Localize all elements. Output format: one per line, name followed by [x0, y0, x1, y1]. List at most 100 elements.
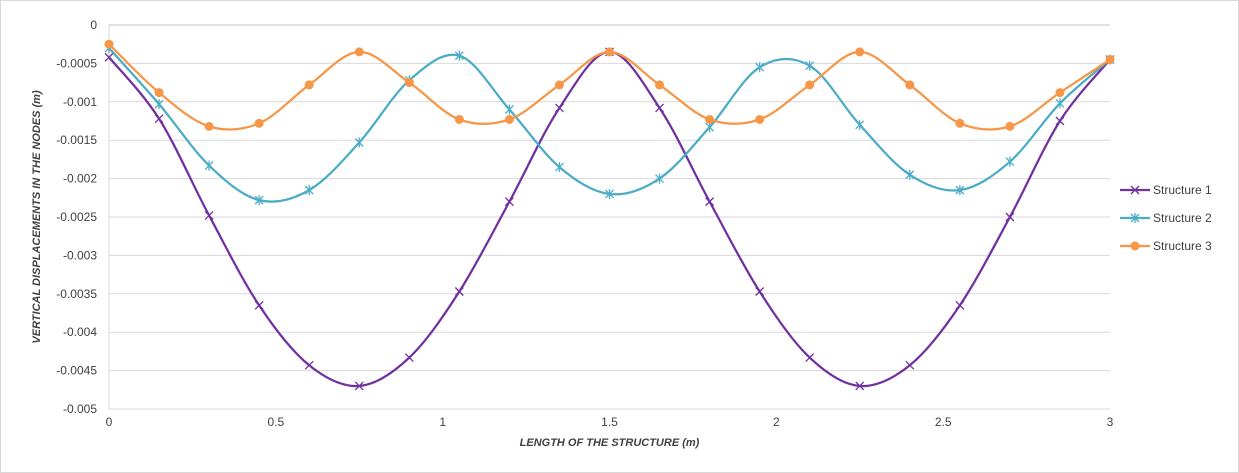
data-point-stroke: [905, 360, 915, 370]
x-tick-labels: 0 0.5 1 1.5 2 2.5 3: [106, 415, 1114, 429]
y-tick-label: -0.001: [63, 95, 97, 109]
data-point: [154, 88, 164, 98]
series-line: [108, 43, 1111, 131]
data-point: [1005, 156, 1015, 167]
data-point: [404, 78, 414, 88]
data-point: [204, 160, 214, 171]
data-point: [605, 47, 614, 57]
data-point: [955, 300, 965, 310]
data-point-stroke: [204, 211, 214, 220]
data-point: [404, 353, 414, 363]
data-point: [605, 188, 614, 199]
data-point: [104, 39, 114, 49]
data-point: [955, 118, 965, 128]
x-tick-label: 0.5: [267, 415, 284, 429]
data-point: [354, 137, 364, 148]
x-tick-label: 2: [773, 415, 780, 429]
y-tick-label: -0.005: [63, 402, 97, 416]
data-point: [655, 173, 665, 184]
x-tick-label: 3: [1107, 415, 1114, 429]
legend-label: Structure 3: [1153, 239, 1212, 253]
data-point: [204, 121, 214, 131]
data-point: [1130, 241, 1140, 251]
data-point: [554, 103, 564, 113]
y-tick-label: 0: [90, 18, 97, 32]
data-point: [955, 185, 965, 196]
data-point-stroke: [1055, 116, 1065, 126]
y-tick-labels: 0 -0.0005 -0.001 -0.0015 -0.002 -0.0025 -0.003…: [56, 18, 97, 416]
x-tick-label: 2.5: [935, 415, 952, 429]
data-point: [755, 62, 765, 73]
data-point: [254, 300, 264, 310]
data-point-stroke: [504, 197, 514, 207]
data-point: [805, 80, 815, 90]
data-point: [855, 381, 865, 391]
legend-label: Structure 1: [1153, 183, 1212, 197]
data-point-stroke: [154, 114, 164, 124]
data-point-stroke: [805, 353, 815, 363]
data-point: [304, 360, 314, 370]
legend-item: Structure 3: [1120, 239, 1212, 253]
data-point: [1130, 213, 1140, 223]
data-point: [504, 104, 514, 115]
data-point: [204, 211, 214, 220]
data-point: [1005, 212, 1015, 222]
data-point: [1105, 55, 1115, 65]
y-tick-label: -0.003: [63, 248, 97, 262]
y-tick-label: -0.0015: [56, 133, 97, 147]
data-point-stroke: [254, 300, 264, 310]
series-3: [104, 39, 1115, 131]
data-point: [905, 169, 915, 180]
data-point: [755, 287, 765, 296]
data-point: [705, 197, 715, 207]
data-point: [354, 381, 364, 391]
data-point: [1055, 88, 1065, 98]
data-point: [304, 80, 314, 90]
data-point: [1130, 185, 1140, 195]
data-point-stroke: [404, 353, 414, 363]
y-tick-label: -0.0025: [56, 210, 97, 224]
data-point: [755, 114, 765, 124]
data-point-stroke: [955, 300, 965, 310]
data-point: [254, 118, 264, 128]
data-point-stroke: [1130, 185, 1140, 195]
data-point: [655, 103, 665, 113]
grid: [108, 24, 1110, 410]
legend-item: Structure 1: [1120, 183, 1212, 197]
data-point: [454, 287, 464, 296]
data-point: [104, 52, 114, 62]
x-tick-label: 1: [439, 415, 446, 429]
data-point: [1055, 116, 1065, 126]
x-axis-title: LENGTH OF THE STRUCTURE (m): [520, 437, 700, 449]
data-point: [1005, 121, 1015, 131]
legend: Structure 1 Structure 2 Structure 3: [1120, 183, 1212, 253]
data-point: [504, 114, 514, 124]
series-1: [104, 47, 1115, 391]
data-point: [504, 197, 514, 207]
data-point: [855, 47, 865, 57]
data-point: [855, 119, 865, 130]
data-point: [705, 114, 715, 124]
data-point: [655, 80, 665, 90]
legend-item: Structure 2: [1120, 211, 1212, 225]
data-point-stroke: [454, 287, 464, 296]
data-point: [154, 114, 164, 124]
data-point-stroke: [104, 52, 114, 62]
data-point: [554, 162, 564, 173]
data-point: [554, 80, 564, 90]
data-point: [454, 50, 464, 61]
data-point: [1055, 98, 1065, 109]
data-point-stroke: [705, 197, 715, 207]
data-point: [805, 353, 815, 363]
x-tick-label: 1.5: [601, 415, 618, 429]
data-point: [905, 80, 915, 90]
y-tick-label: -0.0045: [56, 364, 97, 378]
y-tick-label: -0.004: [63, 325, 97, 339]
data-point-stroke: [855, 381, 865, 391]
data-point-stroke: [1005, 212, 1015, 222]
data-point: [454, 114, 464, 124]
x-tick-label: 0: [106, 415, 113, 429]
y-axis-title: VERTICAL DISPLACEMENTS IN THE NODES (m): [31, 90, 43, 344]
